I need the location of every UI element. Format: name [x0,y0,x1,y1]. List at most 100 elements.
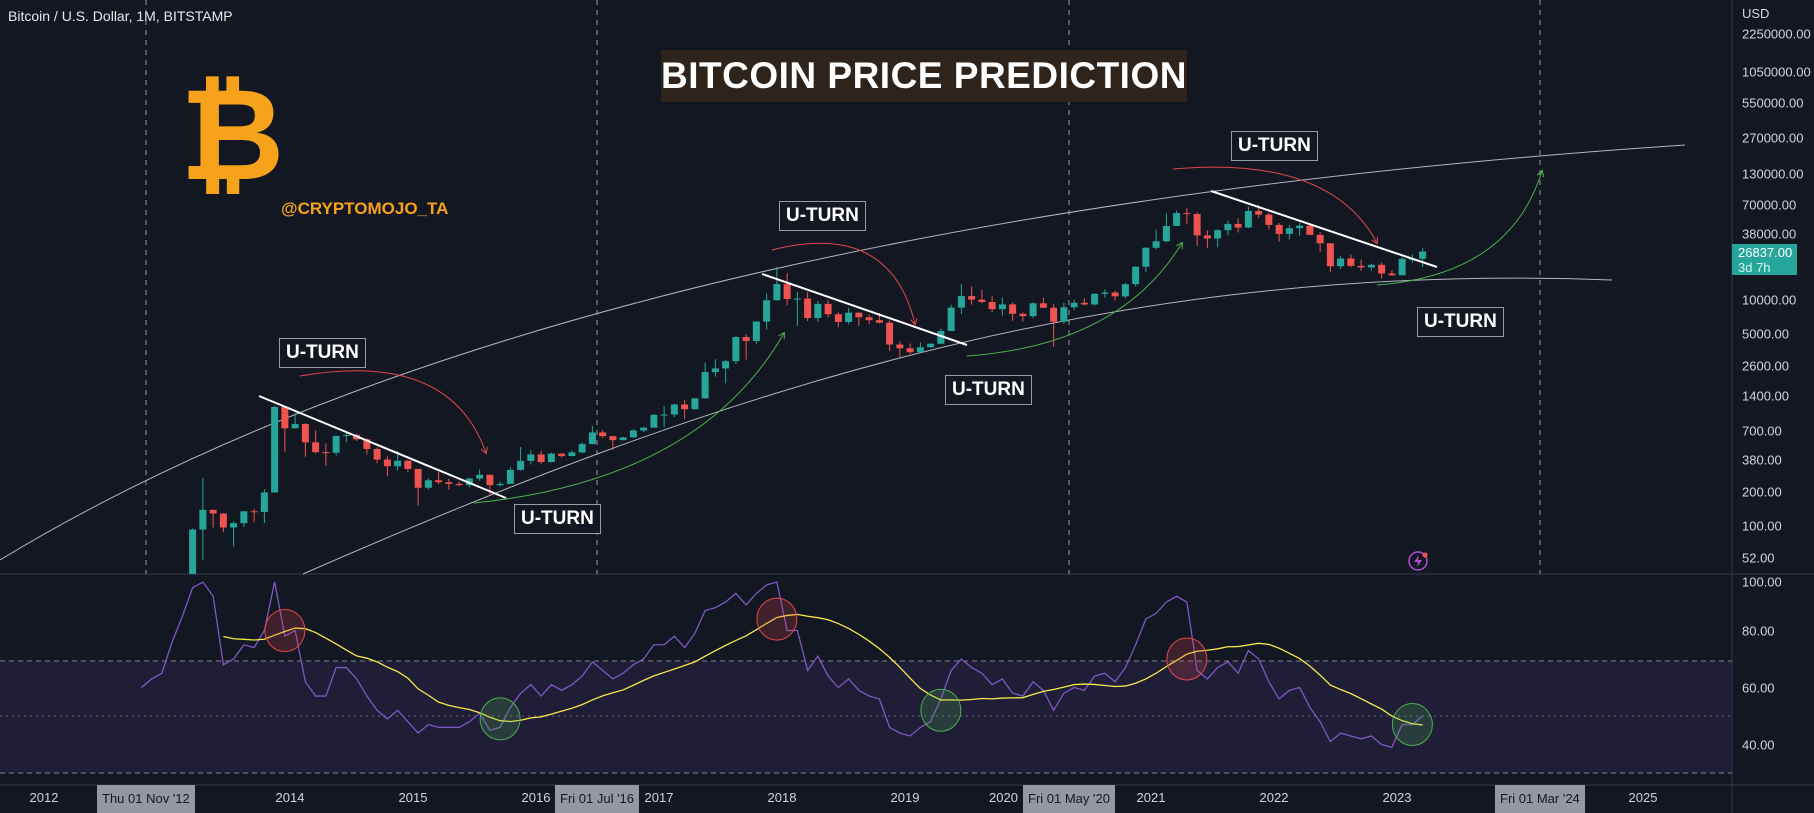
candle [496,481,504,487]
candle [670,403,678,418]
price-tick: 380.00 [1742,452,1782,468]
green-arc-arrow-3[interactable] [1376,171,1542,286]
rsi-overbought-circle[interactable] [756,597,798,641]
red-arc-arrow-2[interactable] [771,242,915,324]
rsi-tick: 40.00 [1742,737,1775,752]
uturn-label[interactable]: U-TURN [279,338,366,368]
uturn-label[interactable]: U-TURN [779,201,866,231]
candle-body [506,469,514,484]
candle [1039,297,1047,309]
rsi-oversold-circle[interactable] [1391,703,1433,747]
candle [332,435,340,456]
candle-body [783,284,791,300]
candle-body [978,299,986,303]
candle [250,508,258,523]
candle-body [1255,211,1263,215]
candle [1214,229,1222,248]
candle-body [650,414,658,428]
rsi-band [0,661,1732,773]
candle [547,452,555,463]
candle [834,312,842,328]
candle [445,478,453,490]
uturn-label[interactable]: U-TURN [1417,307,1504,337]
candle-body [1183,213,1191,215]
candle-body [1203,235,1211,239]
bitcoin-logo-icon: ₿ [180,61,285,210]
candle-body [1132,266,1140,285]
candle [1347,254,1355,267]
candle-body [845,312,853,322]
candle [896,341,904,358]
price-tick: 2600.00 [1742,358,1789,374]
downtrend-line-2014[interactable] [258,395,507,499]
lower-channel-curve[interactable] [302,277,1613,575]
green-arc-arrow-1[interactable] [473,333,784,504]
rsi-oversold-circle[interactable] [920,688,962,732]
downtrend-line-2018[interactable] [761,273,968,346]
candle [455,481,463,487]
candle [1060,302,1068,324]
candle [291,413,299,429]
candle-body [568,452,576,457]
candle-body [209,509,217,514]
rsi-overbought-circle[interactable] [1166,637,1208,681]
candle [1367,263,1375,271]
candle-body [752,321,760,341]
candle-body [1101,292,1109,294]
currency-label: USD [1742,6,1770,21]
uturn-label[interactable]: U-TURN [514,504,601,534]
candle [957,283,965,315]
candle-body [1050,307,1058,322]
candle-body [865,317,873,321]
red-arc-arrow-3[interactable] [1172,166,1377,243]
price-tick: 700.00 [1742,423,1782,438]
candle-body [906,348,914,353]
green-arc-arrow-2[interactable] [966,243,1182,357]
candle-body [927,343,935,348]
price-tick: 5000.00 [1742,326,1789,342]
candle-body [558,453,566,457]
candle [260,489,268,524]
candle-body [875,320,883,323]
candle [506,466,514,485]
candle [968,286,976,305]
uturn-label[interactable]: U-TURN [1231,131,1318,161]
candle-body [1244,211,1252,228]
candle [722,360,730,384]
rsi-overbought-circle[interactable] [264,609,306,652]
candle-body [937,330,945,344]
lightning-icon[interactable] [1408,551,1428,571]
candle-body [742,337,750,341]
candle [1306,223,1314,235]
candle-body [599,432,607,437]
candle [199,477,207,561]
time-highlight-label: Fri 01 Jul '16 [555,785,640,813]
upper-channel-curve[interactable] [0,144,1686,561]
candle-body [1070,302,1078,308]
candle [732,336,740,365]
price-tick: 100.00 [1742,518,1782,534]
candle-body [219,513,227,528]
candle [1193,212,1201,247]
symbol-header[interactable]: Bitcoin / U.S. Dollar, 1M, BITSTAMP [8,8,233,24]
candle-body [1306,225,1314,235]
candle [404,459,412,473]
candle-body [681,404,689,410]
candle [342,432,350,442]
uturn-label[interactable]: U-TURN [945,375,1032,405]
candle-body [998,304,1006,310]
time-tick: 2020 [989,790,1018,805]
candle [783,273,791,306]
candle [640,426,648,432]
red-arc-arrow-1[interactable] [299,370,486,453]
downtrend-line-2022[interactable] [1210,190,1438,268]
candle-body [435,480,443,483]
rsi-oversold-circle[interactable] [479,697,521,741]
candle-body [332,435,340,453]
candle [1357,259,1365,271]
candle [629,429,637,438]
candle [886,320,894,351]
candle-body [886,322,894,345]
candle-body [342,434,350,436]
